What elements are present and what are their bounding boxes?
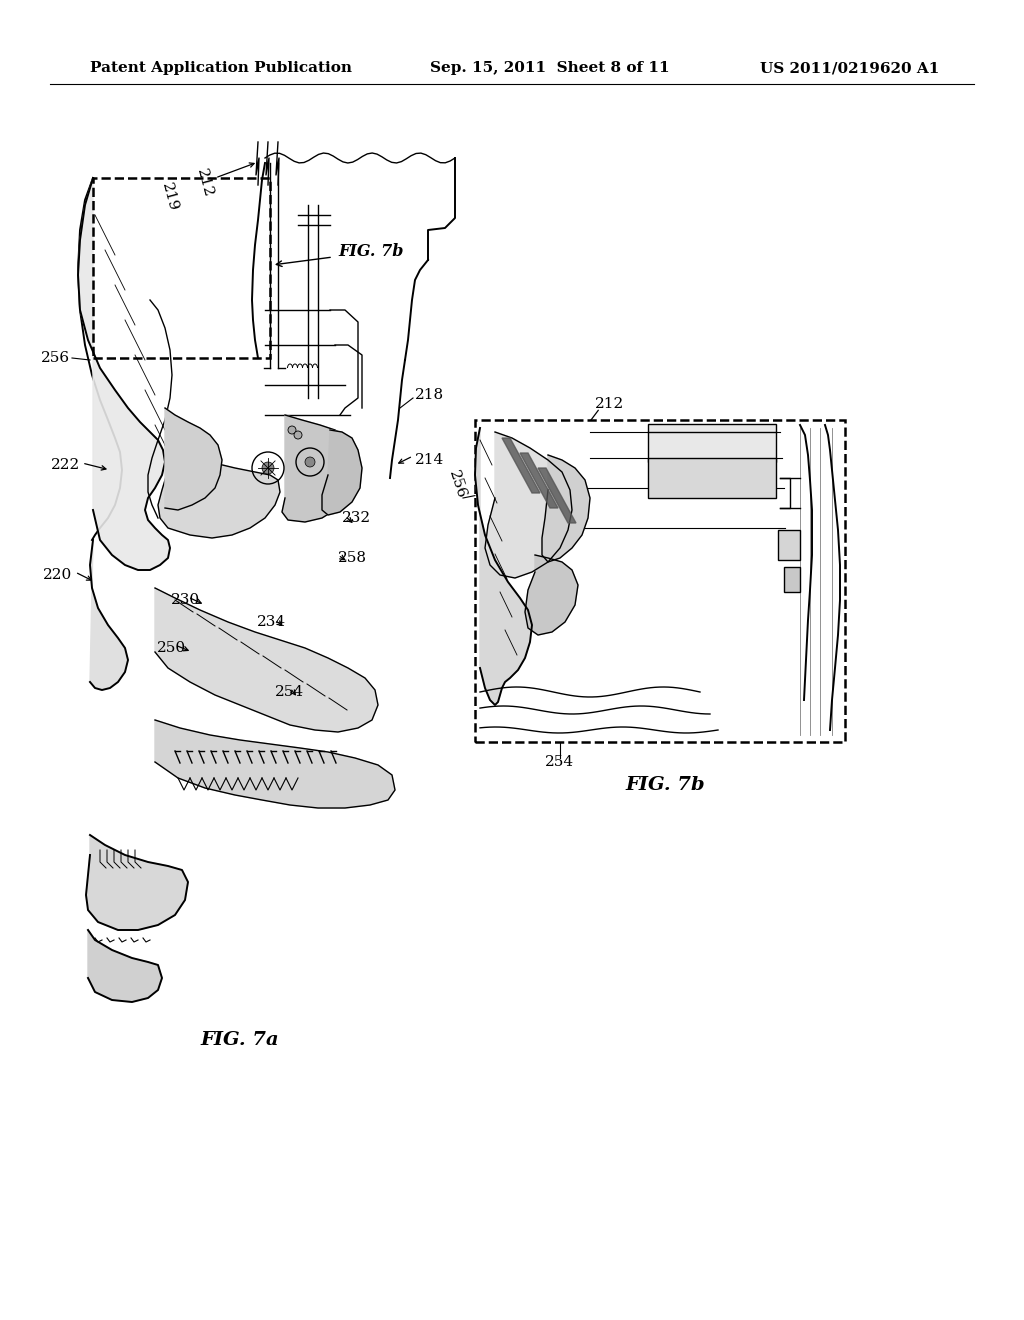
Polygon shape	[538, 469, 575, 523]
Polygon shape	[475, 428, 532, 705]
Text: 280: 280	[492, 586, 514, 618]
Circle shape	[305, 457, 315, 467]
Text: FIG. 7b: FIG. 7b	[338, 243, 403, 260]
Polygon shape	[322, 430, 362, 515]
Text: Patent Application Publication: Patent Application Publication	[90, 61, 352, 75]
Polygon shape	[86, 836, 188, 931]
Text: 212: 212	[195, 168, 215, 199]
Text: 254: 254	[275, 685, 304, 700]
Bar	[93, 178, 270, 358]
Text: 230: 230	[170, 593, 200, 607]
Text: 244: 244	[551, 499, 573, 531]
Polygon shape	[542, 455, 590, 562]
Text: US 2011/0219620 A1: US 2011/0219620 A1	[760, 61, 939, 75]
Text: Sep. 15, 2011  Sheet 8 of 11: Sep. 15, 2011 Sheet 8 of 11	[430, 61, 670, 75]
Polygon shape	[502, 438, 540, 492]
Polygon shape	[90, 540, 128, 690]
Text: 218: 218	[415, 388, 444, 403]
Text: 260: 260	[521, 543, 543, 574]
Text: FIG. 7b: FIG. 7b	[626, 776, 705, 795]
Text: 246: 246	[771, 506, 794, 539]
Bar	[648, 458, 776, 498]
Circle shape	[294, 432, 302, 440]
Polygon shape	[282, 414, 360, 521]
Text: 232: 232	[342, 511, 371, 525]
Polygon shape	[88, 931, 162, 1002]
Polygon shape	[155, 587, 378, 733]
Circle shape	[262, 462, 274, 474]
Text: 254: 254	[546, 755, 574, 770]
Text: 234: 234	[257, 615, 287, 630]
Text: 214: 214	[415, 453, 444, 467]
Polygon shape	[525, 554, 578, 635]
Polygon shape	[155, 719, 395, 808]
Bar	[784, 568, 800, 591]
Polygon shape	[158, 445, 280, 539]
Text: 258: 258	[338, 550, 367, 565]
Polygon shape	[520, 453, 558, 508]
Text: 256: 256	[446, 469, 469, 500]
Text: 256: 256	[41, 351, 70, 366]
Polygon shape	[78, 178, 170, 570]
Text: 248: 248	[771, 570, 794, 602]
Text: 222: 222	[51, 458, 80, 473]
Text: 212: 212	[595, 397, 625, 411]
Bar	[648, 424, 776, 462]
Circle shape	[288, 426, 296, 434]
Text: 262: 262	[471, 628, 494, 661]
Text: 220: 220	[43, 568, 72, 582]
Text: 250: 250	[158, 642, 186, 655]
Text: 219: 219	[160, 181, 180, 213]
Polygon shape	[165, 408, 222, 510]
Bar	[778, 531, 800, 560]
Polygon shape	[485, 432, 572, 578]
Text: 242: 242	[587, 449, 609, 480]
Text: 252: 252	[509, 421, 531, 453]
Text: FIG. 7a: FIG. 7a	[201, 1031, 280, 1049]
Bar	[475, 420, 845, 742]
